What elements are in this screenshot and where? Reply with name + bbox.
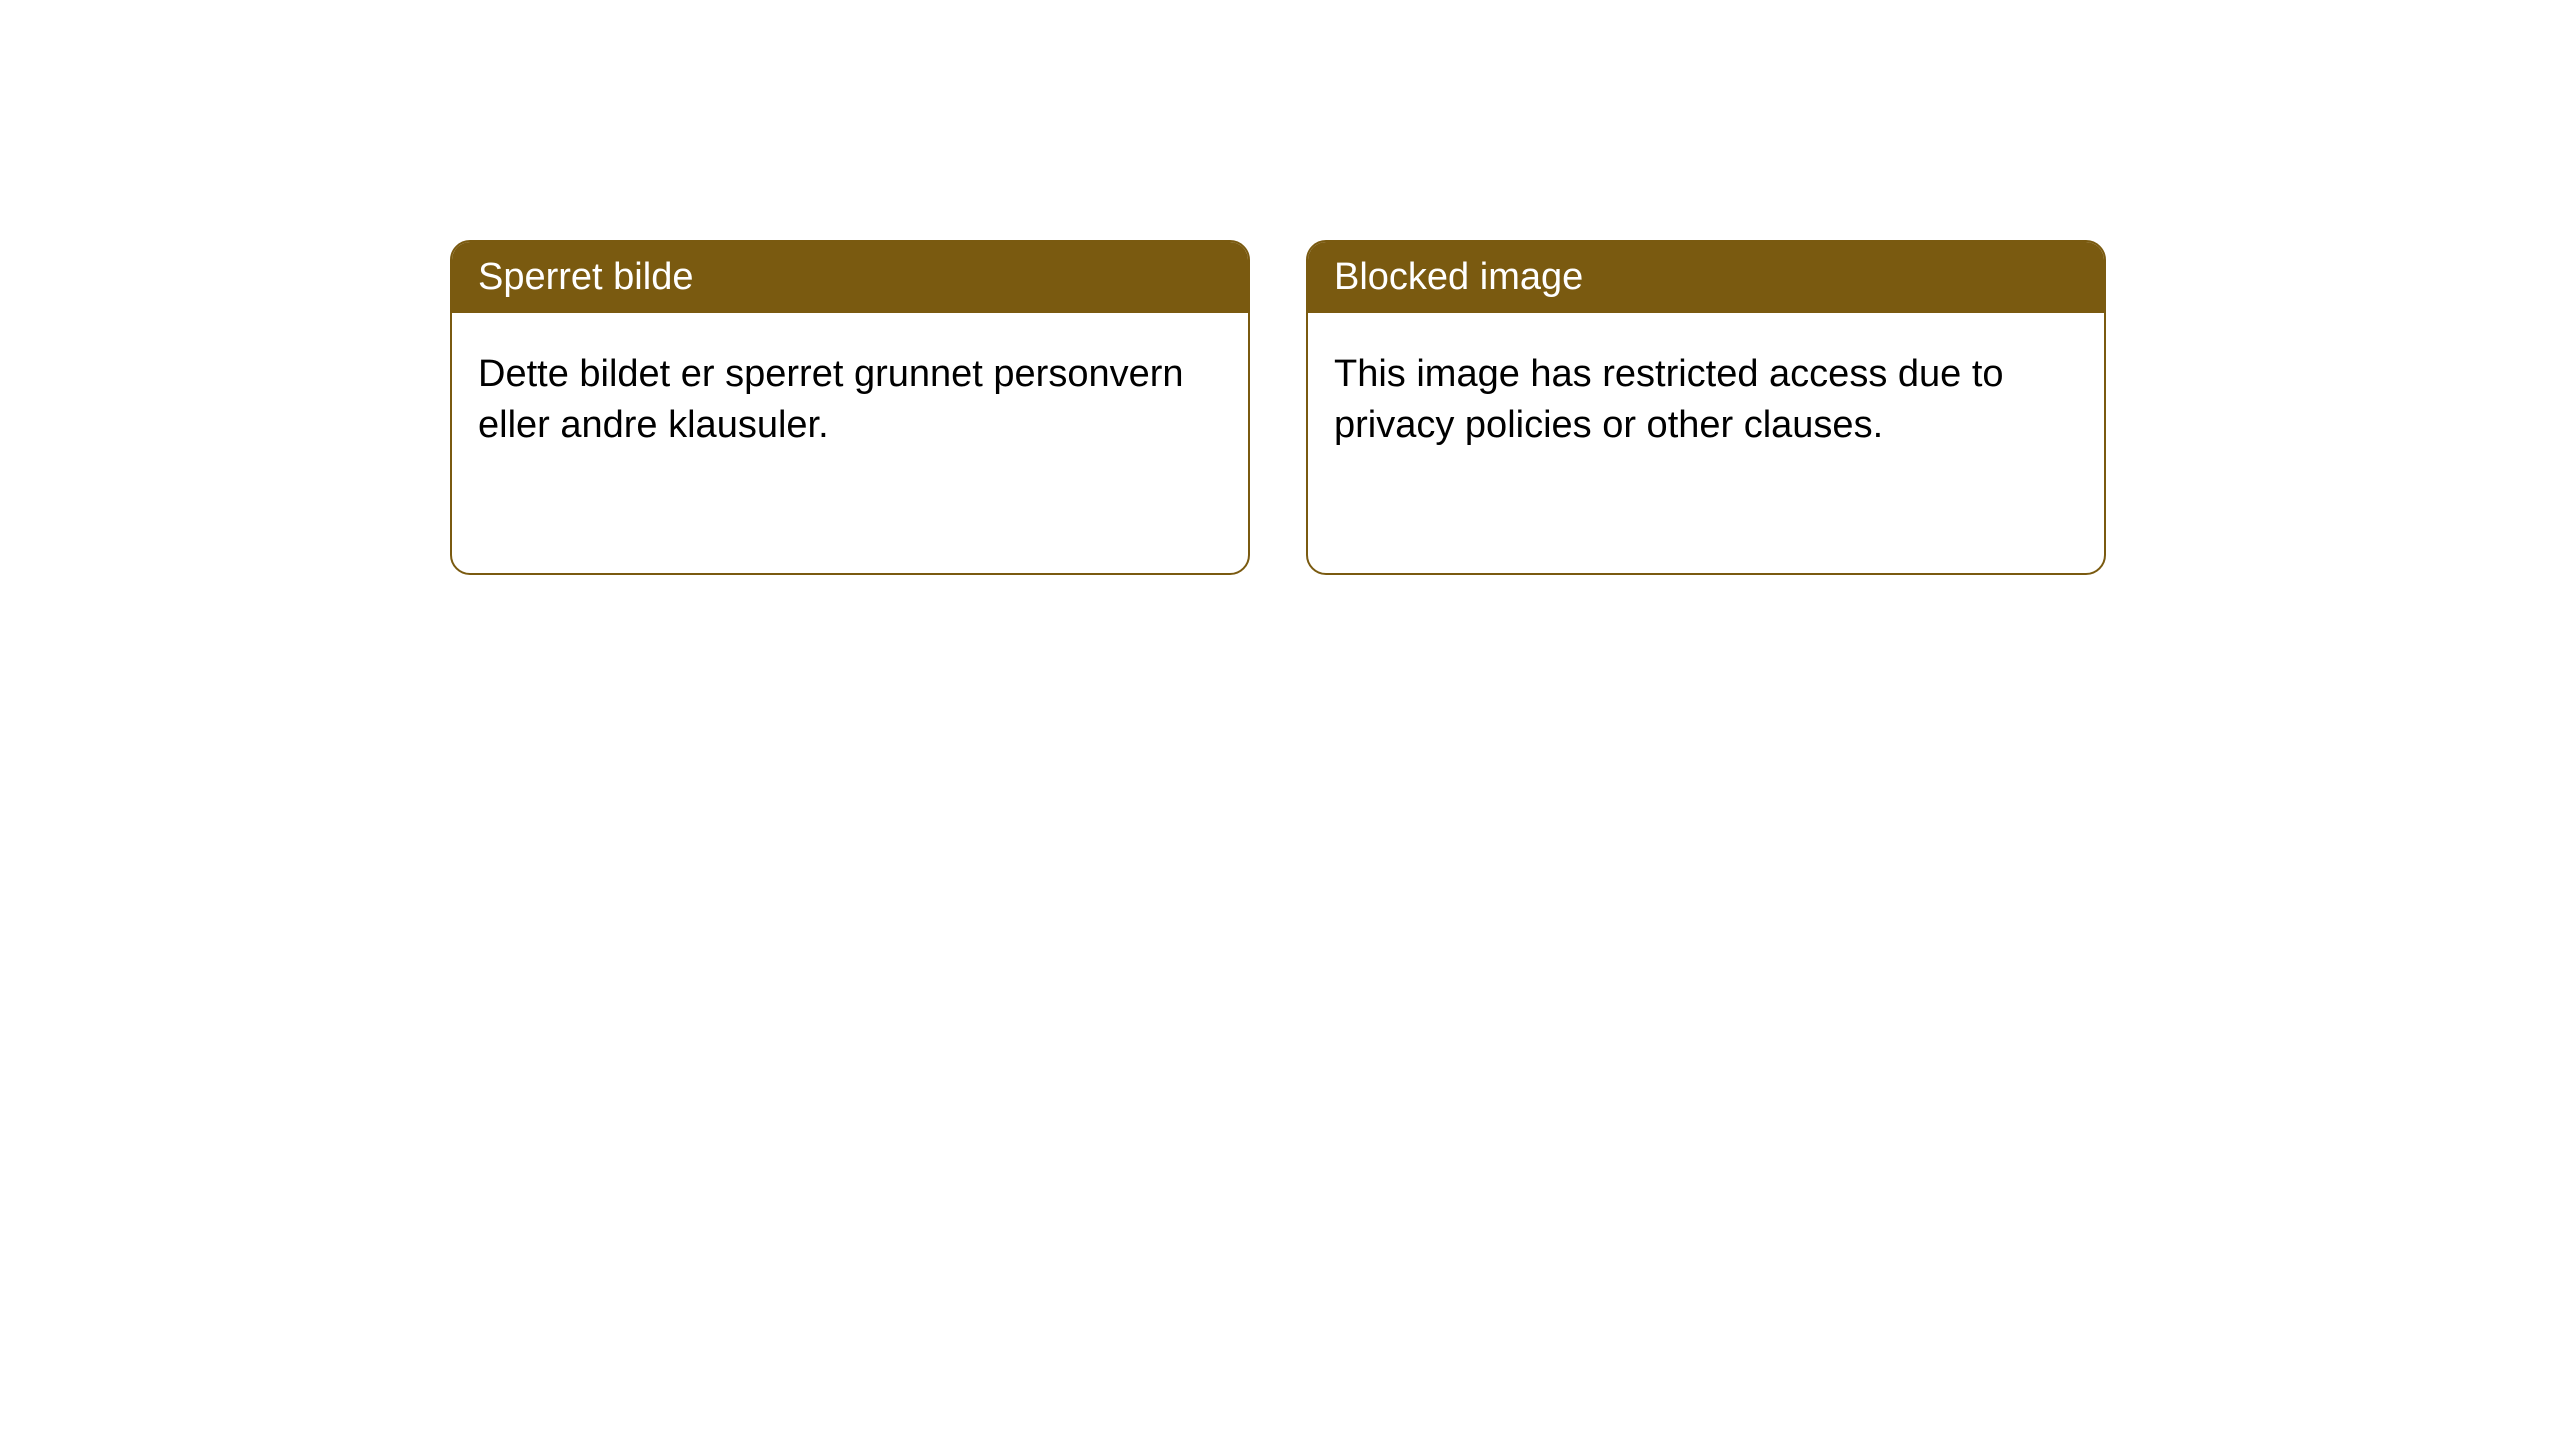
card-title: Sperret bilde xyxy=(452,242,1248,313)
notice-card-norwegian: Sperret bilde Dette bildet er sperret gr… xyxy=(450,240,1250,575)
notice-cards-container: Sperret bilde Dette bildet er sperret gr… xyxy=(0,0,2560,575)
notice-card-english: Blocked image This image has restricted … xyxy=(1306,240,2106,575)
card-body: This image has restricted access due to … xyxy=(1308,313,2104,488)
card-title: Blocked image xyxy=(1308,242,2104,313)
card-body: Dette bildet er sperret grunnet personve… xyxy=(452,313,1248,488)
